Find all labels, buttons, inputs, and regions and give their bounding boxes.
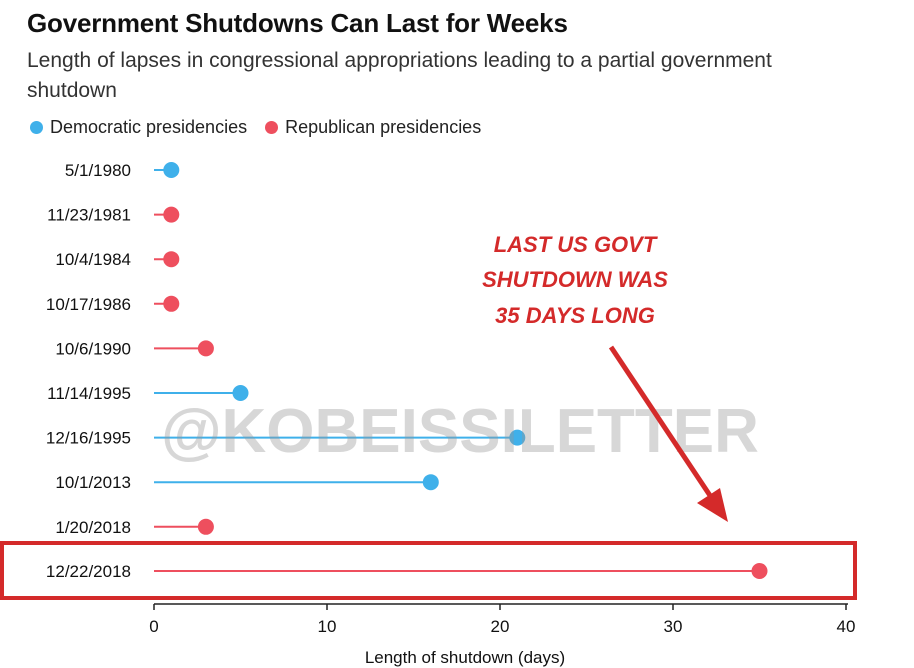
category-label: 10/4/1984 (55, 250, 131, 269)
category-label: 11/14/1995 (47, 384, 131, 403)
lollipop-dot (163, 162, 180, 178)
x-tick-label-0: 0 (149, 617, 158, 636)
legend-dot-republican (265, 121, 279, 134)
legend-label-democratic: Democratic presidencies (50, 117, 248, 137)
legend-label-republican: Republican presidencies (285, 117, 482, 137)
annotation-arrow-head (697, 488, 728, 522)
watermark-text: @KOBEISSILETTER (161, 397, 759, 466)
x-tick-label-40: 40 (837, 617, 856, 636)
annotation-line: SHUTDOWN WAS (482, 267, 668, 292)
annotation-arrow-shaft (608, 345, 716, 502)
legend-item-republican: Republican presidencies (265, 117, 481, 138)
legend: Democratic presidencies Republican presi… (30, 117, 499, 138)
lollipop-dot (163, 251, 180, 268)
annotation-group: LAST US GOVT SHUTDOWN WAS 35 DAYS LONG (0, 232, 857, 600)
x-axis-label: Length of shutdown (days) (365, 648, 565, 667)
chart-title: Government Shutdowns Can Last for Weeks (27, 8, 568, 38)
category-label: 12/16/1995 (46, 429, 131, 448)
lollipop-dot (163, 206, 180, 223)
lollipop-dot (197, 340, 214, 357)
category-label: 5/1/1980 (65, 161, 131, 180)
lollipop-dot (422, 474, 439, 491)
lollipop-dot (509, 429, 526, 446)
legend-item-democratic: Democratic presidencies (30, 117, 247, 138)
lollipop-dot (197, 518, 214, 535)
lollipop-dot (163, 295, 180, 312)
annotation-line: LAST US GOVT (494, 232, 658, 257)
x-tick-label-30: 30 (664, 617, 683, 636)
x-tick-label-20: 20 (491, 617, 510, 636)
category-label: 12/22/2018 (46, 562, 131, 581)
legend-dot-democratic (30, 121, 43, 134)
category-label: 1/20/2018 (55, 518, 131, 537)
highlight-box (0, 541, 857, 600)
annotation-line: 35 DAYS LONG (495, 303, 655, 328)
x-tick-label-10: 10 (318, 617, 337, 636)
chart-marks: 0 10 20 30 40 5/1/1980 11/23/1981 10/4/1984 10/1… (46, 161, 856, 636)
chart-subtitle: Length of lapses in congressional approp… (27, 49, 772, 102)
category-label: 11/23/1981 (47, 206, 131, 225)
category-label: 10/6/1990 (55, 339, 131, 358)
lollipop-dot (232, 385, 249, 401)
category-label: 10/1/2013 (55, 473, 131, 492)
lollipop-dot (751, 563, 768, 579)
category-label: 10/17/1986 (46, 295, 131, 314)
